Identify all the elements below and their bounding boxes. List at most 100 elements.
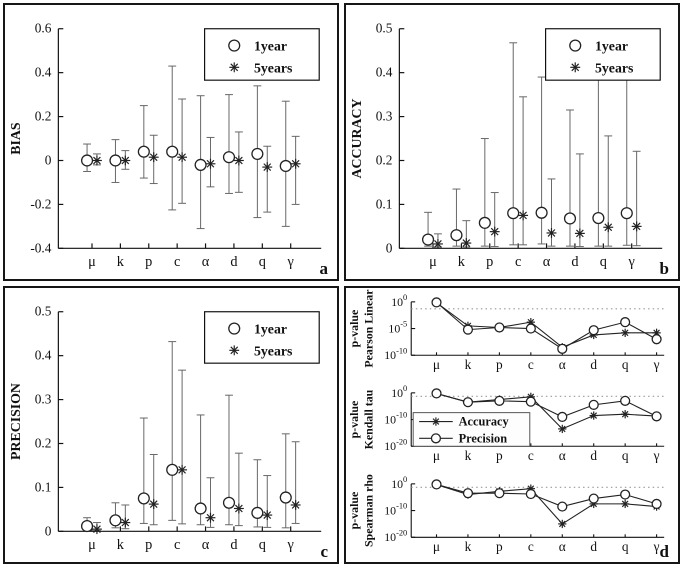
circle-marker xyxy=(535,206,548,219)
panel-letter-a: a xyxy=(319,258,329,278)
y-tick-label: -0.4 xyxy=(30,240,51,255)
x-tick-label: d xyxy=(571,254,578,270)
y-axis-label: ACCURACY xyxy=(349,99,364,179)
x-tick-label: c xyxy=(174,254,180,270)
circle-marker xyxy=(525,323,536,334)
series-5years xyxy=(91,152,301,173)
series-5years xyxy=(432,210,642,249)
x-tick-label: p xyxy=(496,448,503,463)
circle-marker xyxy=(228,39,241,52)
series-1year xyxy=(80,145,292,173)
circle-marker xyxy=(194,502,207,515)
asterisk-marker xyxy=(120,155,131,166)
x-tick-label: α xyxy=(559,357,566,372)
circle-marker xyxy=(592,211,605,225)
y-tick-label: 0.2 xyxy=(35,435,52,450)
error-bars-1year xyxy=(83,65,290,230)
circle-marker xyxy=(478,216,491,229)
x-tick-label: μ xyxy=(88,537,96,553)
y-tick-label: 0 xyxy=(386,240,393,255)
x-tick-label: q xyxy=(622,539,629,554)
x-tick-label: q xyxy=(600,254,607,270)
legend-label: Precision xyxy=(459,431,508,445)
x-tick-label: q xyxy=(259,254,266,270)
asterisk-marker xyxy=(290,500,301,510)
legend-label: 1year xyxy=(595,38,628,53)
y-axis-label-line2: Kendall tau xyxy=(362,389,376,449)
circle-marker xyxy=(166,145,179,158)
panel-bias: -0.4 -0.2 0 0.2 0.4 0.6 μ k p c α d q γ BIAS 1year 5year… xyxy=(3,3,339,281)
asterisk-marker xyxy=(148,152,159,163)
circle-marker xyxy=(430,433,442,444)
circle-marker xyxy=(137,145,150,158)
legend-label: 5years xyxy=(254,60,293,75)
circle-marker xyxy=(557,411,568,422)
asterisk-marker xyxy=(589,411,598,420)
asterisk-marker xyxy=(290,158,301,169)
y-tick-label: 0.6 xyxy=(35,21,52,36)
panel-accuracy: 0 0.1 0.2 0.3 0.4 0.5 μ k p c α d q γ ACCURACY 1year 5ye… xyxy=(344,3,680,281)
series-line-Precision xyxy=(436,301,657,350)
circle-marker xyxy=(109,514,122,527)
legend-label: 5years xyxy=(595,60,634,75)
circle-marker xyxy=(251,506,264,519)
series-1year xyxy=(421,206,633,246)
x-tick-label: p xyxy=(145,537,152,553)
log-tick-label: 100 xyxy=(391,384,407,400)
asterisk-marker xyxy=(431,417,441,426)
circle-marker xyxy=(431,479,442,490)
x-tick-label: α xyxy=(559,539,566,554)
y-axis-label-line1: p-value xyxy=(347,310,361,348)
asterisk-marker xyxy=(229,62,240,73)
x-tick-label: μ xyxy=(433,357,440,372)
x-tick-label: μ xyxy=(88,254,96,270)
circle-marker xyxy=(279,491,292,504)
y-tick-label: 0.4 xyxy=(376,65,393,80)
circle-marker xyxy=(494,488,505,499)
series-markers-Precision xyxy=(431,297,662,354)
circle-marker xyxy=(525,396,536,407)
y-axis-label-line1: p-value xyxy=(347,401,361,439)
x-tick-label: p xyxy=(496,357,503,372)
circle-marker xyxy=(557,343,568,354)
x-tick-label: μ xyxy=(429,254,437,270)
log-tick-label: 100 xyxy=(391,475,407,491)
x-tick-label: p xyxy=(486,254,493,270)
y-tick-label: 0.2 xyxy=(35,109,52,124)
asterisk-marker xyxy=(233,155,244,166)
asterisk-marker xyxy=(91,155,102,166)
asterisk-marker xyxy=(262,162,273,173)
log-tick-label: 10-5 xyxy=(388,320,407,336)
circle-marker xyxy=(651,411,662,422)
circle-marker xyxy=(222,151,236,164)
circle-marker xyxy=(462,488,474,499)
x-tick-label: k xyxy=(458,254,466,270)
asterisk-marker xyxy=(489,226,500,237)
log-tick-label: 10-10 xyxy=(384,502,407,518)
series-markers-Precision xyxy=(431,479,662,512)
circle-marker xyxy=(462,397,474,408)
asterisk-marker xyxy=(574,228,585,239)
x-tick-label: μ xyxy=(433,539,440,554)
legend: 1year 5years xyxy=(204,311,320,364)
x-tick-label: γ xyxy=(287,254,294,270)
series-5years xyxy=(91,464,301,535)
x-tick-label: p xyxy=(145,254,152,270)
asterisk-marker xyxy=(461,238,472,249)
circle-marker xyxy=(166,463,179,476)
circle-marker xyxy=(620,489,631,500)
x-tick-label: c xyxy=(528,448,534,463)
circle-marker xyxy=(651,498,662,509)
circle-marker xyxy=(431,388,442,399)
y-axis-label-line2: Pearson Linear xyxy=(362,289,376,368)
y-axis-label-line2: Spearman rho xyxy=(362,474,376,547)
x-tick-label: k xyxy=(465,448,472,463)
x-tick-label: d xyxy=(230,537,237,553)
asterisk-marker xyxy=(262,510,273,521)
asterisk-marker xyxy=(518,210,529,221)
circle-marker xyxy=(80,519,94,533)
legend: 1year 5years xyxy=(545,28,661,81)
log-tick-label: 10-10 xyxy=(384,346,407,362)
